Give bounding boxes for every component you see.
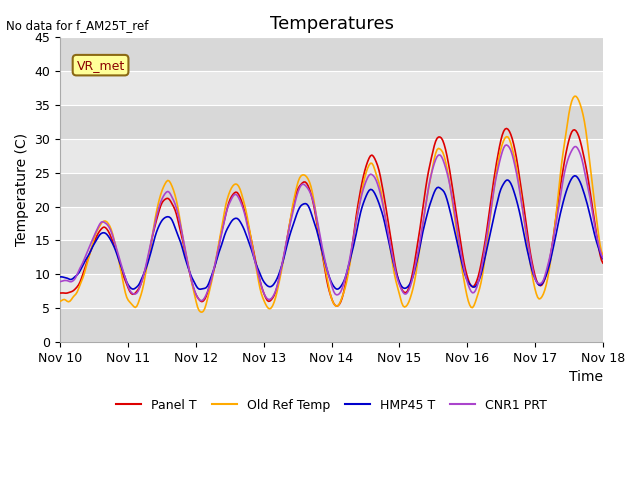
Bar xyxy=(60,105,603,139)
Y-axis label: Temperature (C): Temperature (C) xyxy=(15,133,29,246)
Title: Temperatures: Temperatures xyxy=(269,15,394,33)
Text: No data for f_AM25T_ref: No data for f_AM25T_ref xyxy=(6,19,148,32)
Bar xyxy=(60,274,603,308)
Bar xyxy=(60,139,603,173)
X-axis label: Time: Time xyxy=(569,370,603,384)
Bar xyxy=(60,173,603,206)
Bar xyxy=(60,206,603,240)
Bar xyxy=(60,71,603,105)
Text: VR_met: VR_met xyxy=(76,59,125,72)
Bar xyxy=(60,37,603,71)
Bar xyxy=(60,308,603,342)
Bar xyxy=(60,240,603,274)
Legend: Panel T, Old Ref Temp, HMP45 T, CNR1 PRT: Panel T, Old Ref Temp, HMP45 T, CNR1 PRT xyxy=(111,394,552,417)
